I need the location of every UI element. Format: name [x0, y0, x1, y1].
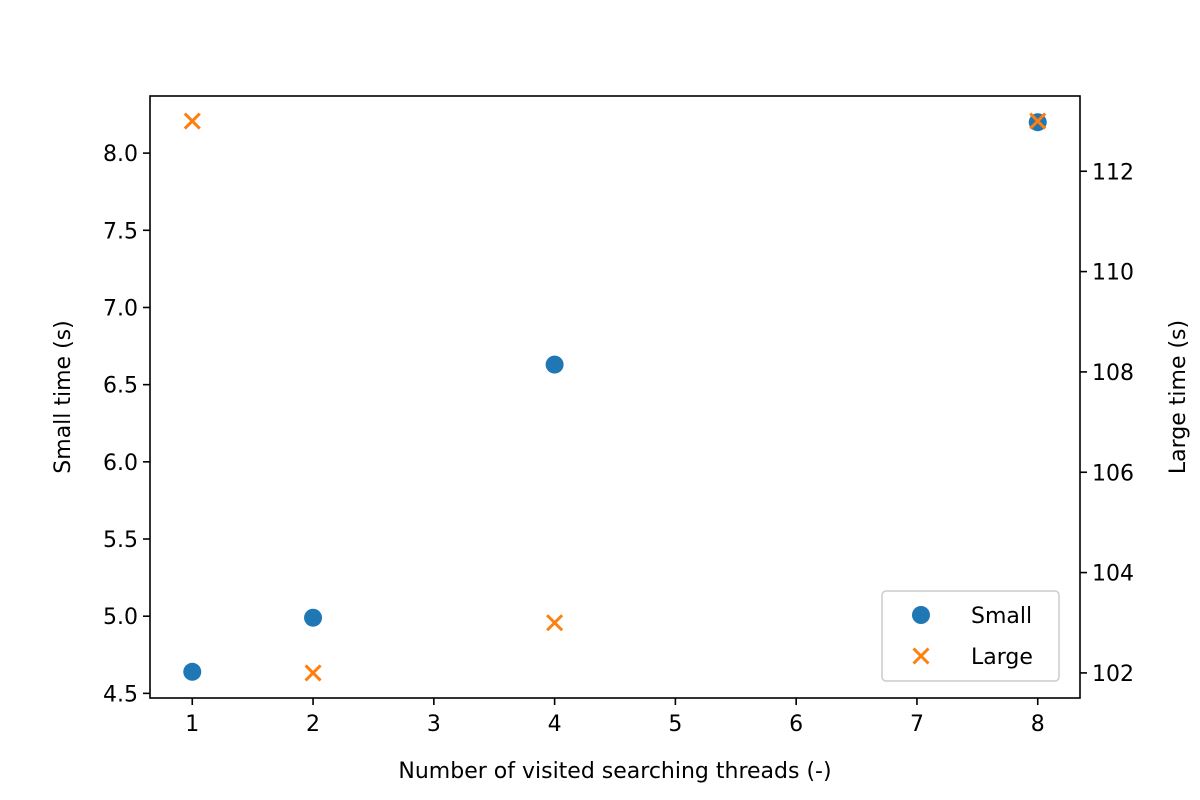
x-tick-label: 3	[427, 712, 441, 737]
right-y-tick-label: 108	[1092, 361, 1134, 386]
x-axis-ticks: 1 2 3 4 5 6 7 8	[185, 698, 1045, 737]
large-point-stroke	[546, 614, 564, 632]
plot-frame	[149, 95, 1081, 699]
series-small	[183, 113, 1047, 681]
right-y-axis-label: Large time (s)	[1166, 320, 1191, 474]
x-axis-label: Number of visited searching threads (-)	[398, 759, 831, 784]
large-point-stroke	[1029, 112, 1047, 130]
left-y-tick-label: 4.5	[103, 682, 138, 707]
right-y-axis-ticks: 102 104 106 108 110 112	[1080, 160, 1134, 687]
legend-marker-large	[912, 647, 930, 665]
left-y-tick-label: 7.5	[103, 219, 138, 244]
legend-entries: Small Large	[912, 604, 1033, 670]
right-y-tick-label: 112	[1092, 160, 1134, 185]
x-tick-label: 4	[548, 712, 562, 737]
x-tick-label: 5	[668, 712, 682, 737]
left-y-tick-label: 8.0	[103, 142, 138, 167]
large-point	[1029, 112, 1047, 130]
legend-label-large: Large	[971, 645, 1033, 670]
legend-marker-large-stroke	[912, 647, 930, 665]
x-tick-label: 8	[1031, 712, 1045, 737]
plot-marks	[183, 112, 1047, 682]
large-point	[304, 664, 322, 682]
left-y-tick-label: 5.0	[103, 605, 138, 630]
x-tick-label: 1	[185, 712, 199, 737]
left-y-axis-ticks: 4.5 5.0 5.5 6.0 6.5 7.0 7.5 8.0	[103, 142, 150, 707]
left-y-tick-label: 6.5	[103, 374, 138, 399]
legend-marker-small	[912, 606, 930, 624]
legend: Small Large	[881, 590, 1060, 682]
left-y-tick-label: 7.0	[103, 296, 138, 321]
right-y-tick-label: 110	[1092, 261, 1134, 286]
x-tick-label: 2	[306, 712, 320, 737]
large-point	[183, 112, 201, 130]
left-y-tick-label: 5.5	[103, 528, 138, 553]
small-point	[545, 355, 564, 374]
legend-label-small: Small	[971, 604, 1032, 629]
small-point	[304, 608, 323, 627]
right-y-tick-label: 104	[1092, 562, 1134, 587]
large-point-stroke	[304, 664, 322, 682]
left-y-axis-label: Small time (s)	[51, 320, 76, 473]
series-large	[183, 112, 1047, 682]
small-point	[183, 662, 202, 681]
x-tick-label: 6	[789, 712, 803, 737]
right-y-tick-label: 102	[1092, 662, 1134, 687]
large-point-stroke	[183, 112, 201, 130]
left-y-tick-label: 6.0	[103, 451, 138, 476]
large-point	[546, 614, 564, 632]
right-y-tick-label: 106	[1092, 461, 1134, 486]
x-tick-label: 7	[910, 712, 924, 737]
